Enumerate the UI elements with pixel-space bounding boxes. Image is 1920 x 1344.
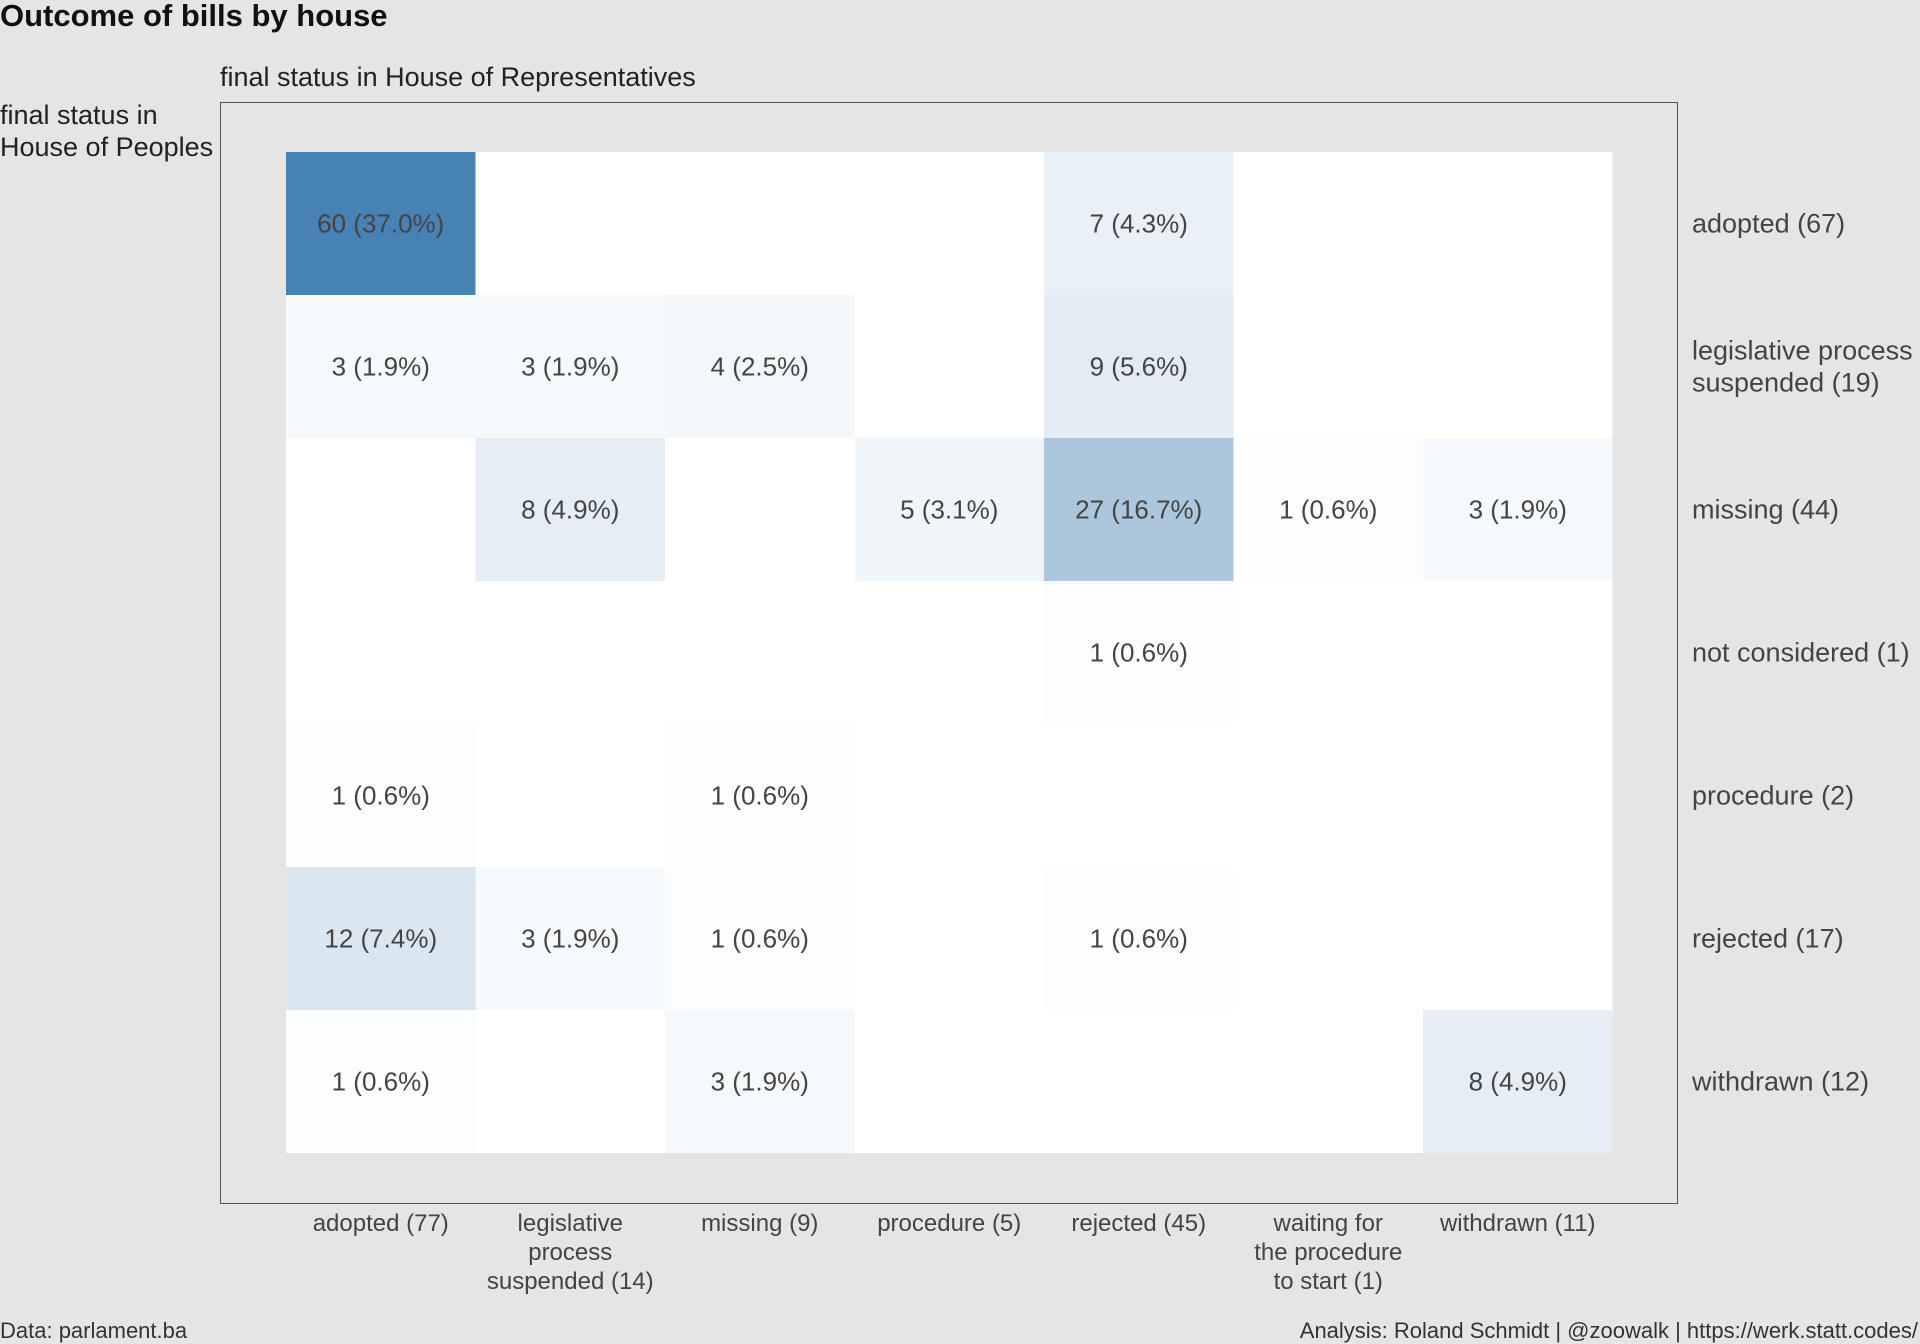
cell-label: 5 (3.1%)	[900, 495, 998, 525]
cell-label: 8 (4.9%)	[1469, 1067, 1567, 1097]
heatmap-cell	[854, 438, 1044, 581]
heatmap-cell	[1044, 867, 1234, 1010]
heatmap-cell	[1044, 152, 1234, 295]
cell-label: 4 (2.5%)	[711, 352, 809, 382]
heatmap-cell	[665, 1010, 855, 1153]
x-tick-label: waiting for the procedure to start (1)	[1254, 1210, 1402, 1295]
cell-label: 3 (1.9%)	[332, 352, 430, 382]
chart-title: Outcome of bills by house	[0, 0, 388, 33]
heatmap-cell	[1233, 438, 1423, 581]
y-tick-label: not considered (1)	[1692, 638, 1910, 668]
cell-label: 3 (1.9%)	[521, 924, 619, 954]
x-axis-ticks: adopted (77) legislative process suspended …	[313, 1210, 1596, 1295]
caption-source: Data: parlament.ba	[0, 1318, 188, 1343]
y-tick-label: procedure (2)	[1692, 781, 1854, 811]
y-tick-label: legislative process suspended (19)	[1692, 336, 1913, 398]
y-tick-label: rejected (17)	[1692, 924, 1844, 954]
cell-label: 3 (1.9%)	[521, 352, 619, 382]
heatmap-cell	[1044, 438, 1234, 581]
heatmap-cells	[286, 152, 1613, 1153]
y-tick-label: missing (44)	[1692, 495, 1839, 525]
cell-label: 1 (0.6%)	[1090, 924, 1188, 954]
heatmap-cell	[286, 724, 476, 867]
cell-label: 1 (0.6%)	[711, 924, 809, 954]
cell-label: 1 (0.6%)	[711, 781, 809, 811]
cell-label: 12 (7.4%)	[324, 924, 437, 954]
heatmap-cell	[286, 1010, 476, 1153]
cell-label: 9 (5.6%)	[1090, 352, 1188, 382]
cell-label: 7 (4.3%)	[1090, 209, 1188, 239]
x-axis-title: final status in House of Representatives	[220, 62, 696, 92]
heatmap-cell	[475, 295, 665, 438]
cell-label: 1 (0.6%)	[1090, 638, 1188, 668]
panel-border	[220, 102, 1678, 1204]
caption-credit: Analysis: Roland Schmidt | @zoowalk | ht…	[1300, 1318, 1919, 1343]
heatmap-cell	[286, 152, 476, 295]
heatmap-cell	[1044, 581, 1234, 724]
heatmap-cell	[286, 867, 476, 1010]
cell-labels: 60 (37.0%) 7 (4.3%) 3 (1.9%) 3 (1.9%) 4 (2.5…	[317, 209, 1567, 1097]
x-tick-label: rejected (45)	[1071, 1210, 1206, 1237]
y-axis-ticks: adopted (67) legislative process suspended…	[1691, 209, 1913, 1097]
y-tick-label: withdrawn (12)	[1691, 1067, 1869, 1097]
cell-label: 3 (1.9%)	[711, 1067, 809, 1097]
heatmap-cell	[665, 295, 855, 438]
heatmap-cell	[665, 867, 855, 1010]
cell-label: 8 (4.9%)	[521, 495, 619, 525]
cell-label: 1 (0.6%)	[332, 781, 430, 811]
x-tick-label: missing (9)	[701, 1210, 818, 1237]
cell-label: 1 (0.6%)	[332, 1067, 430, 1097]
x-tick-label: withdrawn (11)	[1439, 1210, 1596, 1237]
heatmap-cell	[1423, 1010, 1613, 1153]
cell-label: 60 (37.0%)	[317, 209, 444, 239]
y-axis-title: final status in House of Peoples	[0, 100, 213, 162]
x-tick-label: adopted (77)	[313, 1210, 449, 1237]
heatmap-cell	[475, 438, 665, 581]
heatmap-cell	[1044, 295, 1234, 438]
heatmap-cell	[1423, 438, 1613, 581]
x-tick-label: legislative process suspended (14)	[487, 1210, 654, 1295]
cell-label: 1 (0.6%)	[1279, 495, 1377, 525]
x-tick-label: procedure (5)	[877, 1210, 1021, 1237]
heatmap-cell	[286, 295, 476, 438]
heatmap-cell	[475, 867, 665, 1010]
cell-label: 27 (16.7%)	[1075, 495, 1202, 525]
y-tick-label: adopted (67)	[1692, 209, 1845, 239]
cell-label: 3 (1.9%)	[1469, 495, 1567, 525]
heatmap-cell	[665, 724, 855, 867]
